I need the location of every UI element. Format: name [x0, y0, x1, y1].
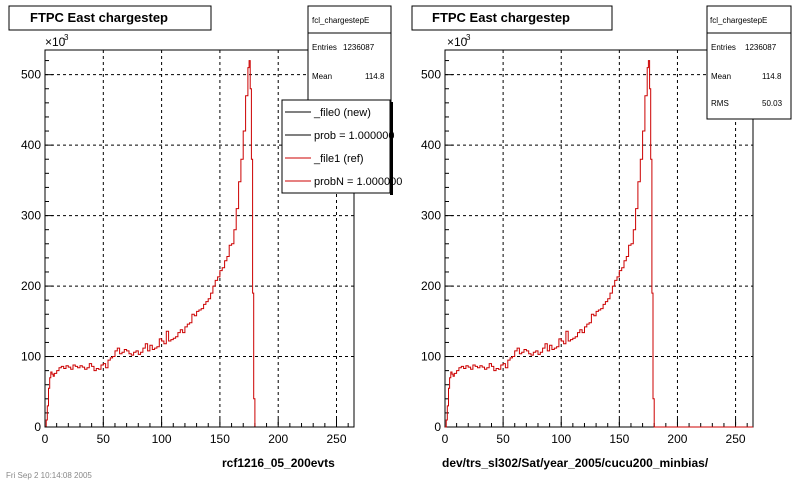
- left-title-box: [8, 5, 212, 31]
- left-legend-shadow: [390, 102, 393, 195]
- right-xtick-label-0: 0: [442, 432, 449, 446]
- left-ytick-label-4: 400: [21, 138, 41, 152]
- left-ytick-label-5: 500: [21, 68, 41, 82]
- right-stats-rms-label: RMS: [711, 99, 729, 108]
- left-xtick-label-0: 0: [42, 432, 49, 446]
- left-ytick-label-2: 200: [21, 279, 41, 293]
- right-ytick-label-3: 300: [421, 209, 441, 223]
- left-stats-frame: [307, 5, 392, 119]
- right-ytick-label-4: 400: [421, 138, 441, 152]
- left-series-0: [45, 60, 354, 428]
- right-stats-mean-label: Mean: [711, 72, 731, 81]
- left-ytick-label-1: 100: [21, 350, 41, 364]
- left-corner-timestamp: Fri Sep 2 10:14:08 2005: [6, 471, 92, 480]
- left-xtick-label-2: 100: [152, 432, 172, 446]
- right-xtick-label-5: 250: [726, 432, 746, 446]
- right-histogram-panel: 0 50 100 150 200 250 0 100 200 300 400 500 FTPC East…: [411, 5, 792, 470]
- left-y-exponent: ×10: [45, 35, 66, 49]
- right-stats-entries-value: 1236087: [745, 43, 777, 52]
- legend-label-file0: _file0 (new): [313, 107, 371, 119]
- legend-label-prob: prob = 1.000000: [314, 130, 394, 142]
- left-stats-box: fcl_chargestepE Entries 1236087 Mean 114…: [307, 5, 392, 119]
- left-ytick-label-0: 0: [34, 420, 41, 434]
- left-title: FTPC East chargestep: [30, 10, 168, 25]
- left-legend-frame: [281, 99, 391, 194]
- right-stats-entries-label: Entries: [711, 43, 736, 52]
- left-stats-entries-label: Entries: [312, 43, 337, 52]
- right-ytick-label-2: 200: [421, 279, 441, 293]
- right-plot-area: 0 50 100 150 200 250 0 100 200 300 400 500: [421, 49, 754, 446]
- right-ytick-label-0: 0: [434, 420, 441, 434]
- right-footer-run-label: dev/trs_sl302/Sat/year_2005/cucu200_minb…: [442, 456, 709, 470]
- right-stats-frame: [706, 5, 792, 120]
- right-title: FTPC East chargestep: [432, 10, 570, 25]
- left-histogram-panel: 0 50 100 150 200 250 0 100 200 300 400 500 FTPC East…: [6, 5, 402, 480]
- right-xtick-label-1: 50: [496, 432, 510, 446]
- right-xtick-label-3: 150: [609, 432, 629, 446]
- left-xtick-label-4: 200: [268, 432, 288, 446]
- right-stats-box: fcl_chargestepE Entries 1236087 Mean 114…: [706, 5, 792, 120]
- right-stats-mean-value: 114.8: [762, 72, 782, 81]
- left-stats-entries-value: 1236087: [343, 43, 375, 52]
- right-series-0: [445, 60, 753, 428]
- left-stats-mean-value: 114.8: [365, 72, 385, 81]
- right-ytick-label-5: 500: [421, 68, 441, 82]
- left-stats-name: fcl_chargestepE: [312, 16, 369, 25]
- right-y-exponent: ×10: [447, 35, 468, 49]
- right-xtick-label-4: 200: [667, 432, 687, 446]
- left-xtick-label-1: 50: [97, 432, 111, 446]
- left-stats-mean-label: Mean: [312, 72, 332, 81]
- legend-label-file1: _file1 (ref): [313, 153, 364, 165]
- right-ytick-label-1: 100: [421, 350, 441, 364]
- left-y-exponent-power: 3: [64, 33, 69, 42]
- right-stats-name: fcl_chargestepE: [710, 16, 767, 25]
- legend-label-probn: probN = 1.000000: [314, 176, 402, 188]
- left-xtick-label-3: 150: [210, 432, 230, 446]
- left-xtick-label-5: 250: [326, 432, 346, 446]
- right-plot-frame: [444, 49, 754, 428]
- left-legend: _file0 (new) prob = 1.000000 _file1 (ref…: [281, 99, 402, 195]
- right-stats-rms-value: 50.03: [762, 99, 783, 108]
- right-title-box: [411, 5, 613, 31]
- right-xtick-label-2: 100: [551, 432, 571, 446]
- right-y-exponent-power: 3: [466, 33, 471, 42]
- left-ytick-label-3: 300: [21, 209, 41, 223]
- left-footer-run-label: rcf1216_05_200evts: [222, 456, 335, 470]
